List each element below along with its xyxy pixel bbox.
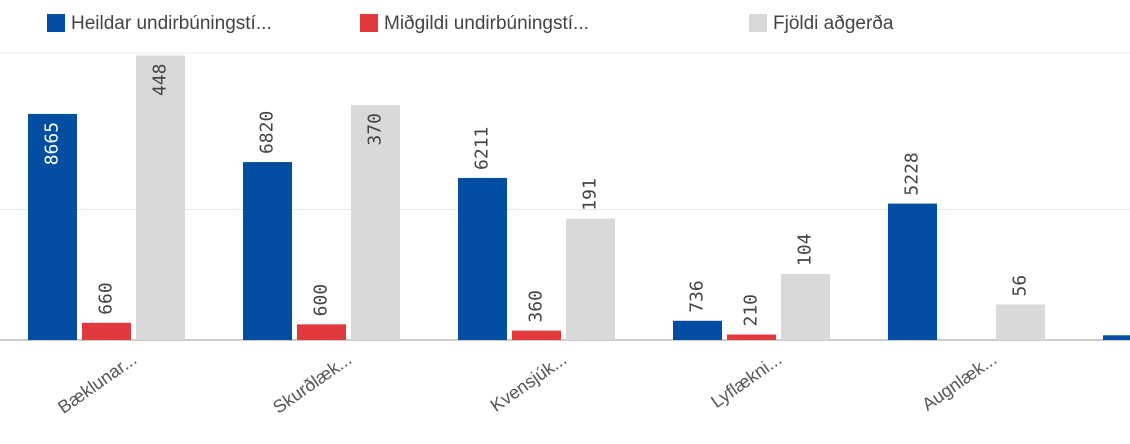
bar [727,334,776,340]
value-label: 6211 [472,127,493,170]
value-label: 6820 [257,111,278,154]
value-label: 104 [795,233,816,266]
bar [512,330,561,340]
bar [243,162,292,340]
x-tick-label: Lyflækni... [707,349,785,412]
value-label: 191 [580,178,601,211]
value-label: 370 [365,113,386,146]
bar [996,304,1045,340]
value-label: 8665 [42,122,63,165]
bar [297,324,346,340]
legend-label: Miðgildi undirbúningstí... [384,13,589,34]
value-label: 5228 [902,152,923,195]
value-label: 448 [150,64,171,97]
legend-swatch [47,14,65,32]
bar [673,320,722,340]
legend-label: Fjöldi aðgerða [773,13,894,34]
value-label: 210 [741,294,762,327]
value-label: 736 [687,280,708,313]
x-tick-label: Kvensjúk... [487,349,571,416]
x-tick-label: Augnlæk... [918,349,1000,415]
bar [28,113,77,340]
legend-swatch [749,14,767,32]
bar [888,203,937,340]
bar [458,177,507,340]
legend-label: Heildar undirbúningstí... [71,13,272,34]
bar [82,322,131,340]
bar [1103,335,1130,340]
legend-swatch [360,14,378,32]
value-label: 660 [96,282,117,315]
bar [781,273,830,340]
value-label: 600 [311,284,332,317]
x-tick-label: Bæklunar... [54,349,140,418]
bar [351,105,400,340]
bar [136,55,185,340]
x-tick-label: Skurðlæk... [269,349,355,418]
bar [566,218,615,340]
value-label: 56 [1010,275,1031,297]
value-label: 360 [526,290,547,323]
